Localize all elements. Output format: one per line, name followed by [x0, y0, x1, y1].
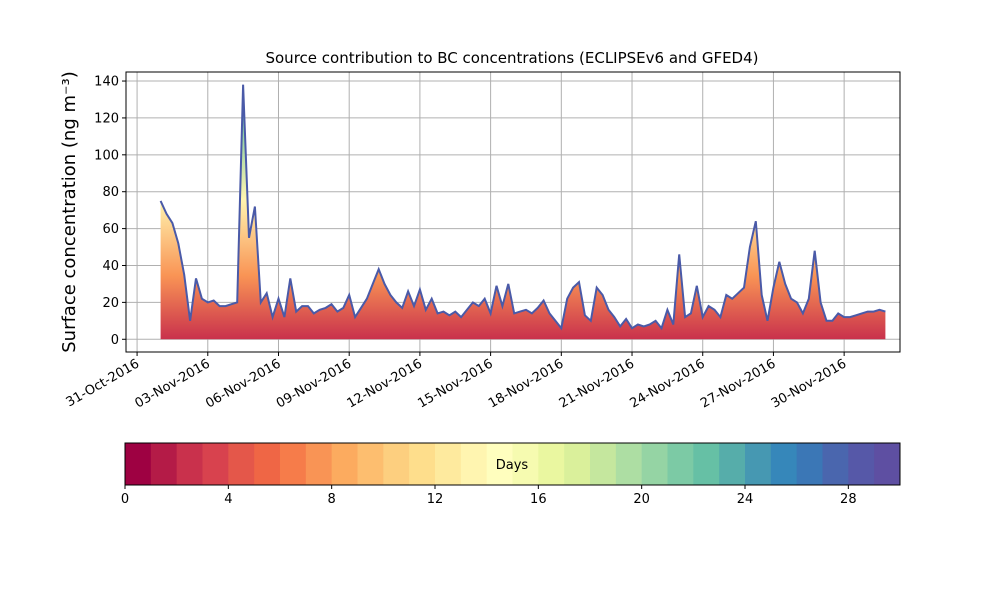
colorbar-swatch — [383, 443, 410, 485]
colorbar-swatch — [667, 443, 694, 485]
plot-frame — [125, 71, 901, 353]
y-tick-label: 60 — [102, 222, 119, 237]
x-tick-label: 21-Nov-2016 — [557, 356, 637, 411]
y-tick-label: 0 — [111, 333, 119, 348]
x-tick-label: 12-Nov-2016 — [345, 356, 425, 411]
colorbar-swatch — [409, 443, 436, 485]
colorbar-swatch — [150, 443, 178, 485]
colorbar-swatch — [435, 443, 462, 485]
colorbar-swatch — [874, 443, 901, 485]
colorbar-label: Days — [496, 458, 529, 473]
y-axis-label: Surface concentration (ng m⁻³) — [59, 71, 80, 353]
colorbar-swatch — [590, 443, 617, 485]
colorbar-swatch — [822, 443, 849, 485]
colorbar-swatch — [486, 443, 513, 485]
colorbar-tick-label: 12 — [427, 492, 444, 507]
colorbar-swatch — [460, 443, 488, 485]
y-tick-label: 100 — [94, 148, 119, 163]
colorbar-tick-label: 28 — [840, 492, 857, 507]
colorbar-swatch — [254, 443, 281, 485]
x-tick-label: 18-Nov-2016 — [486, 356, 566, 411]
colorbar-swatch — [538, 443, 565, 485]
colorbar-swatch — [280, 443, 307, 485]
area — [160, 84, 886, 340]
x-tick-label: 27-Nov-2016 — [698, 356, 778, 411]
colorbar-swatch — [512, 443, 539, 485]
y-tick-label: 40 — [102, 259, 119, 274]
colorbar-tick-label: 24 — [737, 492, 754, 507]
x-tick-label: 03-Nov-2016 — [133, 356, 213, 411]
colorbar-swatch — [796, 443, 823, 485]
colorbar-swatch — [615, 443, 643, 485]
colorbar-swatch — [564, 443, 591, 485]
y-tick-label: 140 — [94, 75, 119, 90]
y-tick-label: 80 — [102, 185, 119, 200]
y-tick-label: 20 — [102, 296, 119, 311]
colorbar-tick-label: 20 — [633, 492, 650, 507]
colorbar-swatch — [848, 443, 875, 485]
colorbar-frame — [124, 442, 901, 486]
colorbar-swatch — [770, 443, 798, 485]
colorbar-swatch — [693, 443, 720, 485]
colorbar-tick-label: 8 — [328, 492, 336, 507]
colorbar-swatch — [202, 443, 229, 485]
chart-title: Source contribution to BC concentrations… — [265, 49, 758, 67]
x-tick-label: 15-Nov-2016 — [415, 356, 495, 411]
colorbar-tick-label: 4 — [224, 492, 232, 507]
x-tick-label: 09-Nov-2016 — [274, 356, 354, 411]
x-tick-label: 30-Nov-2016 — [769, 356, 849, 411]
x-tick-label: 24-Nov-2016 — [627, 356, 707, 411]
colorbar-swatch — [176, 443, 203, 485]
colorbar-swatch — [305, 443, 333, 485]
colorbar-swatch — [357, 443, 384, 485]
colorbar-swatch — [745, 443, 772, 485]
x-tick-label: 06-Nov-2016 — [203, 356, 283, 411]
area-outline — [159, 84, 886, 331]
colorbar-tick-label: 16 — [530, 492, 547, 507]
colorbar-swatch — [228, 443, 255, 485]
y-tick-label: 120 — [94, 111, 119, 126]
colorbar-swatch — [125, 443, 152, 485]
colorbar-swatch — [641, 443, 668, 485]
x-tick-label: 31-Oct-2016 — [64, 356, 142, 410]
colorbar-tick-label: 0 — [121, 492, 129, 507]
colorbar-swatch — [719, 443, 746, 485]
colorbar-swatch — [331, 443, 358, 485]
